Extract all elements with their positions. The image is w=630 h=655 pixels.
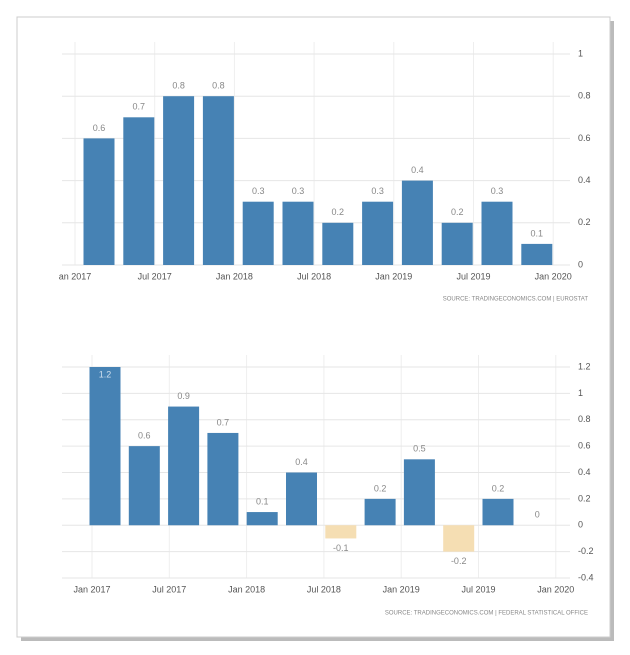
bar [481, 201, 513, 265]
frame [16, 16, 611, 638]
data-label: 0.7 [133, 102, 146, 112]
bar [163, 96, 195, 265]
bar [202, 96, 234, 265]
bar [123, 117, 155, 265]
data-label: 0.4 [295, 457, 308, 467]
y-tick-label: 0.6 [578, 441, 591, 451]
data-label: -0.2 [451, 556, 467, 566]
x-tick-label: Jan 2017 [73, 584, 110, 594]
source-note: SOURCE: TRADINGECONOMICS.COM | EUROSTAT [443, 297, 589, 303]
x-tick-label: Jul 2017 [138, 271, 172, 281]
bar [128, 446, 160, 526]
data-label: 0.3 [371, 186, 384, 196]
bar [242, 201, 274, 265]
data-label: 0.3 [252, 186, 265, 196]
y-tick-label: 0.2 [578, 493, 591, 503]
x-tick-label: Jan 2020 [537, 584, 574, 594]
bar [441, 222, 473, 265]
y-tick-label: 1 [578, 388, 583, 398]
y-tick-label: 0 [578, 520, 583, 530]
data-label: 0.8 [172, 81, 185, 91]
x-tick-label: Jul 2018 [297, 271, 331, 281]
bar [286, 472, 317, 526]
data-label: 0.3 [491, 186, 504, 196]
data-label: -0.1 [333, 543, 349, 553]
y-tick-label: 0.8 [578, 91, 591, 101]
bar [362, 201, 394, 265]
y-tick-label: 0.8 [578, 414, 591, 424]
bar [246, 512, 278, 526]
x-tick-label: Jan 2019 [375, 271, 412, 281]
data-label: 0.1 [531, 228, 544, 238]
bar [89, 367, 121, 526]
x-tick-label: Jul 2019 [456, 271, 490, 281]
bar [322, 222, 354, 265]
y-tick-label: -0.4 [578, 572, 594, 582]
bar [364, 498, 396, 526]
bar [207, 432, 239, 526]
bar [282, 201, 314, 265]
data-label: 0.9 [177, 391, 190, 401]
y-tick-label: 0 [578, 259, 583, 269]
x-tick-label: Jan 2019 [383, 584, 420, 594]
bar [401, 180, 433, 265]
x-tick-label: Jul 2019 [461, 584, 495, 594]
data-label: 0.4 [411, 165, 424, 175]
data-label: 0.3 [292, 186, 305, 196]
x-tick-label: Jan 2020 [535, 271, 572, 281]
data-label: 0.2 [374, 483, 387, 493]
x-tick-label: an 2017 [59, 271, 92, 281]
bar [83, 138, 115, 265]
y-tick-label: -0.2 [578, 546, 594, 556]
x-tick-label: Jan 2018 [228, 584, 265, 594]
data-label: 0.8 [212, 81, 225, 91]
data-label: 0 [535, 510, 540, 520]
source-note: SOURCE: TRADINGECONOMICS.COM | FEDERAL S… [385, 611, 588, 617]
data-label: 0.1 [256, 496, 269, 506]
x-tick-label: Jan 2018 [216, 271, 253, 281]
y-tick-label: 1 [578, 48, 583, 58]
data-label: 0.7 [217, 417, 230, 427]
y-tick-label: 0.4 [578, 175, 591, 185]
data-label: 0.5 [413, 444, 426, 454]
bar [521, 243, 553, 265]
data-label: 0.6 [93, 123, 106, 133]
data-label: 0.2 [451, 207, 464, 217]
data-label: 1.2 [99, 369, 112, 379]
x-tick-label: Jul 2017 [152, 584, 186, 594]
bar [482, 498, 514, 526]
data-label: 0.2 [332, 207, 345, 217]
y-tick-label: 0.2 [578, 217, 591, 227]
bar [325, 525, 357, 539]
data-label: 0.6 [138, 431, 151, 441]
y-tick-label: 1.2 [578, 361, 591, 371]
data-label: 0.2 [492, 483, 505, 493]
bar [168, 406, 200, 526]
bar [443, 525, 475, 552]
y-tick-label: 0.4 [578, 467, 591, 477]
y-tick-label: 0.6 [578, 133, 591, 143]
x-tick-label: Jul 2018 [307, 584, 341, 594]
bar [403, 459, 435, 526]
